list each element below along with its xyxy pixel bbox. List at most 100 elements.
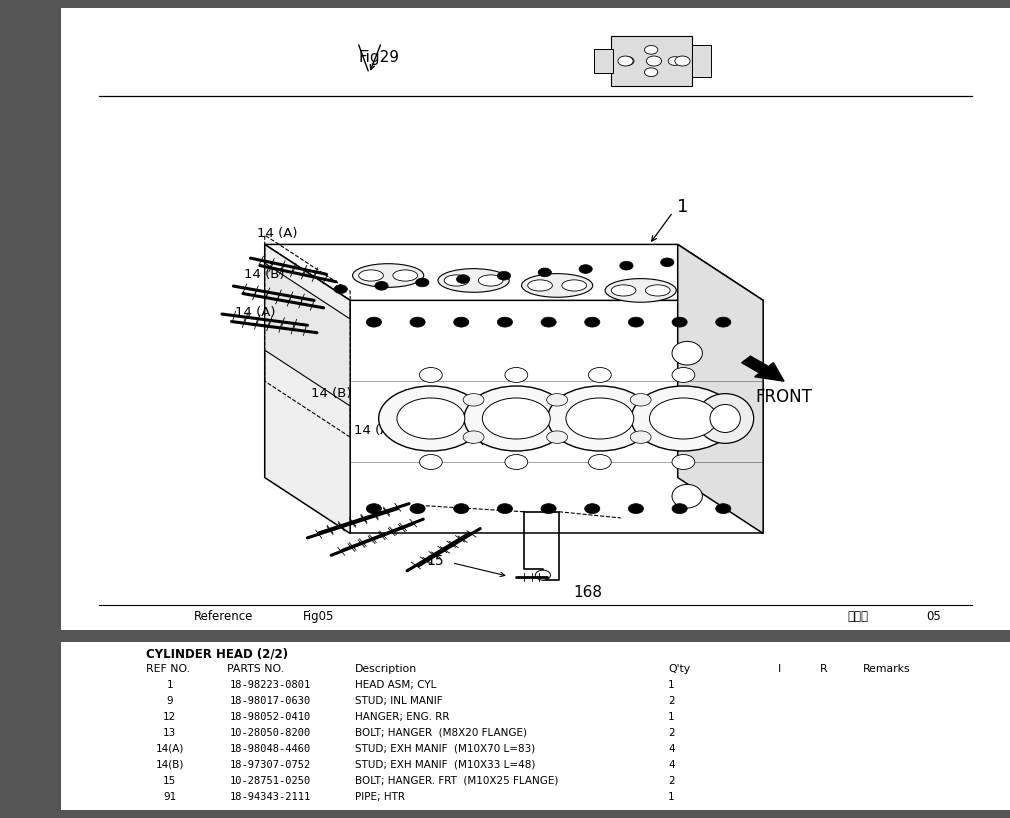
Text: 14 (A): 14 (A) (257, 227, 297, 240)
Ellipse shape (483, 398, 550, 439)
Circle shape (585, 504, 600, 514)
Circle shape (535, 570, 550, 580)
Circle shape (367, 317, 382, 327)
Polygon shape (265, 263, 350, 406)
Circle shape (672, 504, 687, 514)
FancyBboxPatch shape (594, 48, 613, 74)
Text: 2: 2 (669, 696, 675, 706)
Ellipse shape (521, 274, 593, 297)
Text: 18-97307-0752: 18-97307-0752 (229, 760, 311, 770)
Circle shape (589, 455, 611, 470)
Circle shape (621, 56, 634, 65)
Ellipse shape (438, 268, 509, 292)
Text: 12: 12 (164, 712, 177, 721)
Ellipse shape (379, 386, 483, 451)
Circle shape (410, 504, 425, 514)
Ellipse shape (566, 398, 634, 439)
Ellipse shape (479, 275, 503, 286)
Text: Description: Description (355, 664, 417, 674)
Ellipse shape (672, 413, 702, 437)
Text: PARTS NO.: PARTS NO. (226, 664, 284, 674)
Text: 168: 168 (573, 585, 602, 600)
Circle shape (618, 56, 633, 66)
Text: Q'ty: Q'ty (669, 664, 691, 674)
Circle shape (497, 317, 512, 327)
Circle shape (579, 265, 592, 273)
Circle shape (497, 504, 512, 514)
Circle shape (505, 455, 527, 470)
Circle shape (538, 268, 551, 276)
Text: HEAD ASM; CYL: HEAD ASM; CYL (355, 680, 436, 690)
Circle shape (628, 504, 643, 514)
Circle shape (620, 261, 633, 270)
Text: HANGER; ENG. RR: HANGER; ENG. RR (355, 712, 449, 721)
Text: 14 (B): 14 (B) (311, 387, 351, 400)
Text: 14 (B): 14 (B) (459, 434, 499, 447)
Text: 13: 13 (164, 728, 177, 738)
Text: PIPE; HTR: PIPE; HTR (355, 792, 405, 802)
Text: Fig05: Fig05 (303, 609, 334, 622)
Text: STUD; EXH MANIF  (M10X70 L=83): STUD; EXH MANIF (M10X70 L=83) (355, 744, 535, 754)
Circle shape (672, 317, 687, 327)
Circle shape (410, 317, 425, 327)
Text: STUD; EXH MANIF  (M10X33 L=48): STUD; EXH MANIF (M10X33 L=48) (355, 760, 535, 770)
FancyBboxPatch shape (692, 46, 711, 77)
Text: 10-28050-8200: 10-28050-8200 (229, 728, 311, 738)
Polygon shape (265, 245, 350, 533)
Circle shape (661, 258, 674, 267)
Text: 18-98223-0801: 18-98223-0801 (229, 680, 311, 690)
Text: 1: 1 (677, 198, 688, 216)
Text: Fig29: Fig29 (359, 51, 399, 65)
Text: 9: 9 (167, 696, 173, 706)
Ellipse shape (444, 275, 469, 286)
Circle shape (541, 504, 557, 514)
Circle shape (419, 455, 442, 470)
Text: 1: 1 (167, 680, 173, 690)
Text: 18-98017-0630: 18-98017-0630 (229, 696, 311, 706)
Ellipse shape (672, 484, 702, 508)
Text: 18-98052-0410: 18-98052-0410 (229, 712, 311, 721)
Text: 15: 15 (427, 555, 444, 569)
Circle shape (367, 504, 382, 514)
Text: Remarks: Remarks (863, 664, 910, 674)
Ellipse shape (547, 386, 652, 451)
Text: 1: 1 (669, 792, 675, 802)
Text: Reference: Reference (194, 609, 252, 622)
Ellipse shape (710, 404, 740, 433)
Text: 4: 4 (669, 744, 675, 754)
Circle shape (334, 285, 347, 294)
Ellipse shape (645, 285, 670, 296)
Circle shape (644, 46, 658, 54)
Ellipse shape (397, 398, 465, 439)
Ellipse shape (605, 279, 677, 302)
Polygon shape (350, 300, 764, 533)
Circle shape (672, 367, 695, 383)
Circle shape (375, 281, 388, 290)
Text: I: I (778, 664, 781, 674)
Text: FRONT: FRONT (755, 388, 812, 406)
Text: 14(B): 14(B) (156, 760, 184, 770)
Circle shape (589, 367, 611, 383)
Ellipse shape (464, 431, 484, 443)
Ellipse shape (673, 389, 701, 426)
Ellipse shape (546, 431, 568, 443)
FancyBboxPatch shape (611, 36, 692, 86)
Ellipse shape (393, 270, 417, 281)
Circle shape (644, 68, 658, 77)
Ellipse shape (630, 431, 651, 443)
Ellipse shape (352, 263, 424, 287)
Text: 91: 91 (164, 792, 177, 802)
Text: 2: 2 (669, 728, 675, 738)
Circle shape (453, 504, 469, 514)
Text: ページ: ページ (847, 609, 869, 622)
Ellipse shape (630, 393, 651, 406)
Circle shape (453, 317, 469, 327)
Ellipse shape (697, 393, 753, 443)
Text: 18-94343-2111: 18-94343-2111 (229, 792, 311, 802)
FancyArrow shape (741, 356, 784, 381)
Circle shape (497, 272, 511, 280)
Circle shape (505, 367, 527, 383)
Text: CYLINDER HEAD (2/2): CYLINDER HEAD (2/2) (146, 647, 288, 660)
Ellipse shape (527, 280, 552, 291)
Text: 4: 4 (669, 760, 675, 770)
